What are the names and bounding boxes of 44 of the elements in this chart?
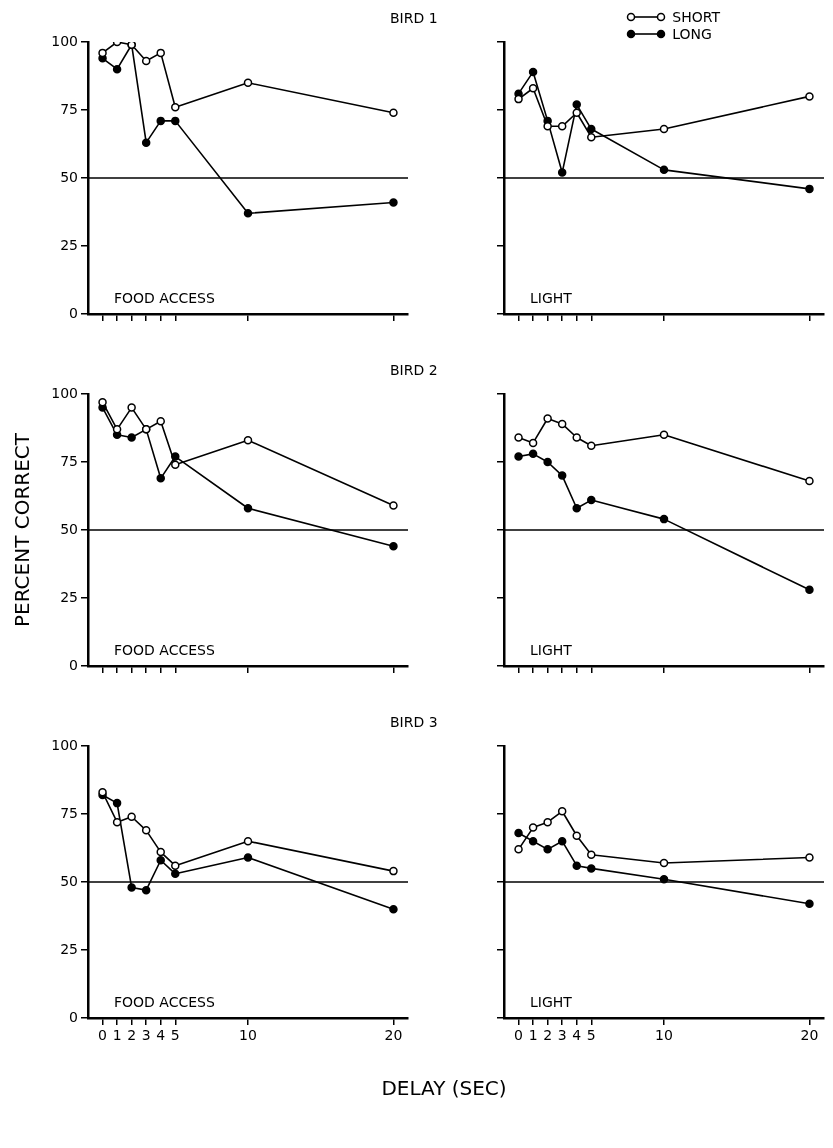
annotation: LIGHT [530,993,573,1010]
x-tick-label: 10 [239,1027,257,1044]
annotation: FOOD ACCESS [114,289,215,306]
y-tick-label: 75 [60,452,78,469]
chart-title: BIRD 2 [390,362,438,378]
y-tick-label: 100 [51,736,78,753]
x-tick-label: 5 [170,1027,180,1044]
y-tick-label: 75 [60,804,78,821]
legend-label: LONG [672,25,712,42]
y-tick-label: 100 [51,384,78,401]
x-tick-label: 1 [528,1027,538,1044]
x-tick-label: 20 [384,1027,403,1044]
y-tick-label: 25 [60,236,78,253]
y-axis-title: PERCENT CORRECT [10,432,34,628]
annotation: LIGHT [530,641,573,658]
x-tick-label: 4 [156,1027,166,1044]
y-tick-label: 0 [69,304,78,321]
x-tick-label: 10 [655,1027,673,1044]
y-tick-label: 0 [69,1008,78,1025]
y-tick-label: 50 [60,168,78,185]
legend-label: SHORT [672,8,720,25]
y-tick-label: 100 [51,32,78,49]
y-tick-label: 75 [60,100,78,117]
annotation: FOOD ACCESS [114,993,215,1010]
chart-title: BIRD 3 [390,714,438,730]
y-tick-label: 50 [60,520,78,537]
x-axis-title: DELAY (SEC) [381,1076,507,1100]
x-tick-label: 20 [800,1027,819,1044]
x-tick-label: 2 [543,1027,553,1044]
x-tick-label: 4 [572,1027,582,1044]
y-tick-label: 0 [69,656,78,673]
x-tick-label: 0 [514,1027,524,1044]
x-tick-label: 3 [141,1027,151,1044]
x-tick-label: 3 [557,1027,567,1044]
x-tick-label: 0 [98,1027,108,1044]
x-tick-label: 1 [112,1027,122,1044]
y-tick-label: 50 [60,872,78,889]
chart-title: BIRD 1 [390,10,438,26]
y-tick-label: 25 [60,940,78,957]
x-tick-label: 5 [586,1027,596,1044]
annotation: FOOD ACCESS [114,641,215,658]
x-tick-label: 2 [127,1027,137,1044]
y-tick-label: 25 [60,588,78,605]
annotation: LIGHT [530,289,573,306]
